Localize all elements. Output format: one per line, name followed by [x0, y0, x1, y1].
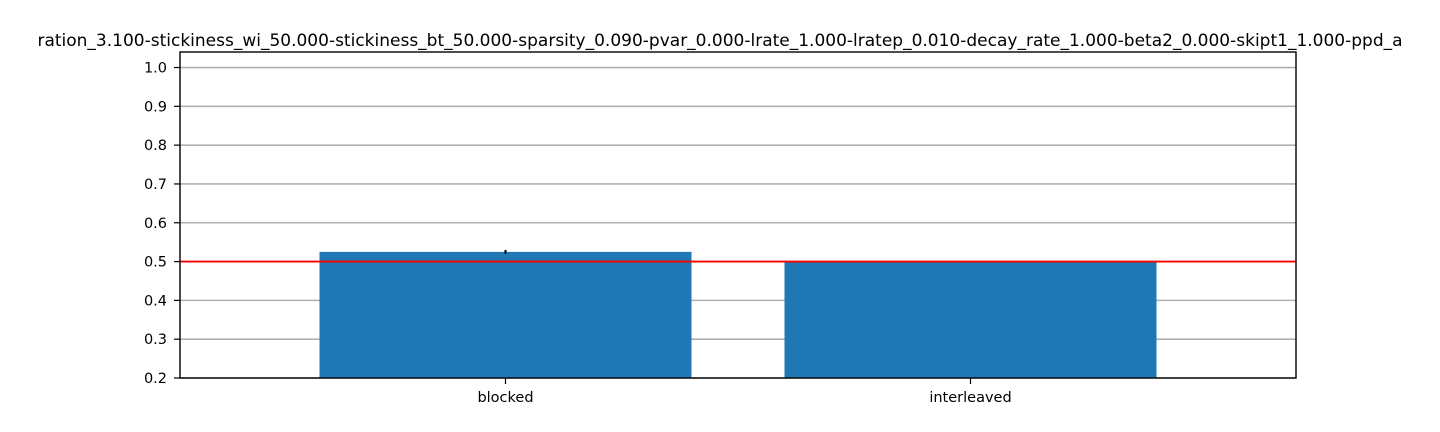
plot-frame — [179, 51, 1297, 379]
y-tick-label: 0.3 — [144, 332, 167, 348]
bar-interleaved — [784, 261, 1157, 378]
x-tick-label-interleaved: interleaved — [929, 390, 1011, 406]
y-tick-label: 0.9 — [144, 99, 167, 115]
y-tick-label: 0.7 — [144, 177, 167, 193]
y-tick-label: 0.8 — [144, 138, 167, 154]
chart-title: ration_3.100-stickiness_wi_50.000-sticki… — [37, 31, 1402, 51]
y-tick-label: 0.5 — [144, 255, 167, 271]
x-tick-label-blocked: blocked — [477, 390, 533, 406]
y-tick-label: 0.6 — [144, 216, 167, 232]
y-tick-label: 1.0 — [144, 61, 167, 77]
axes: 0.2 0.3 0.4 0.5 0.6 0.7 0.8 0.9 1.0 blocked interl… — [144, 51, 1297, 406]
bar-blocked — [319, 251, 692, 378]
y-tick-label: 0.4 — [144, 293, 167, 309]
bars — [319, 249, 1157, 378]
y-tick-label: 0.2 — [144, 371, 167, 387]
